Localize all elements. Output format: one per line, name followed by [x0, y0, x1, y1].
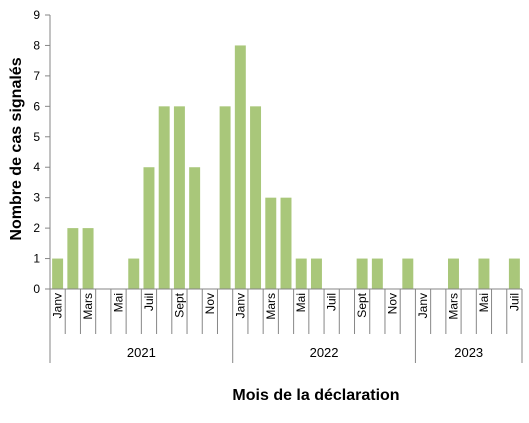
bar [158, 106, 170, 289]
bar [250, 106, 262, 289]
bar [189, 167, 201, 289]
x-tick-label: Sept [172, 292, 186, 317]
bar [52, 258, 64, 289]
x-tick-label: Nov [386, 293, 400, 314]
bar [371, 258, 383, 289]
bar [67, 228, 79, 289]
bar [356, 258, 368, 289]
bar [478, 258, 490, 289]
x-axis-title: Mois de la déclaration [232, 387, 399, 404]
y-tick-label: 2 [33, 221, 40, 235]
bar [265, 197, 277, 289]
bar [310, 258, 322, 289]
x-tick-label: Janv [233, 293, 247, 318]
bar [295, 258, 307, 289]
y-tick-label: 6 [33, 99, 40, 113]
y-tick-label: 3 [33, 191, 40, 205]
y-tick-label: 7 [33, 69, 40, 83]
bar [234, 45, 246, 289]
y-tick-label: 1 [33, 252, 40, 266]
bar [82, 228, 94, 289]
bar [128, 258, 140, 289]
bar [143, 167, 155, 289]
bar [219, 106, 231, 289]
x-tick-label: Juil [142, 293, 156, 311]
x-tick-label: Mai [294, 293, 308, 312]
year-label: 2023 [454, 345, 483, 360]
x-tick-label: Juil [507, 293, 521, 311]
x-tick-label: Janv [416, 293, 430, 318]
bar [280, 197, 292, 289]
bar [173, 106, 185, 289]
x-tick-label: Nov [203, 293, 217, 314]
y-tick-label: 5 [33, 130, 40, 144]
x-tick-label: Sept [355, 292, 369, 317]
y-axis: 0 1 2 3 4 5 6 7 8 9 [33, 8, 51, 296]
bars [52, 45, 520, 289]
x-tick-label: Mars [81, 293, 95, 320]
x-axis: Janv Mars Mai Juil Sept Nov Janv Mars Mai Juil Sep… [49, 288, 523, 363]
y-tick-label: 9 [33, 8, 40, 22]
y-tick-label: 8 [33, 38, 40, 52]
x-tick-label: Janv [51, 293, 65, 318]
x-tick-label: Juil [325, 293, 339, 311]
year-label: 2022 [310, 345, 339, 360]
x-tick-label: Mai [112, 293, 126, 312]
x-tick-label: Mars [264, 293, 278, 320]
year-label: 2021 [127, 345, 156, 360]
y-axis-title: Nombre de cas signalés [8, 57, 25, 240]
bar [402, 258, 414, 289]
bar [508, 258, 520, 289]
bar [448, 258, 459, 289]
y-tick-label: 0 [33, 282, 40, 296]
y-tick-label: 4 [33, 160, 40, 174]
x-tick-label: Mars [446, 293, 460, 320]
x-tick-label: Mai [477, 293, 491, 312]
